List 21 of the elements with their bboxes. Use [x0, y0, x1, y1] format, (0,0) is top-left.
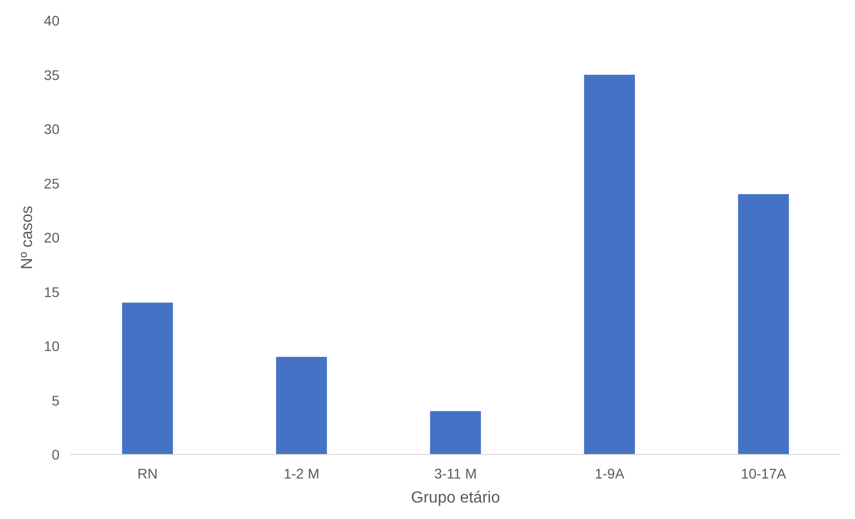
y-tick-label: 10: [44, 338, 60, 354]
y-tick-label: 40: [44, 12, 60, 28]
x-tick-label: 1-9A: [594, 466, 625, 482]
bar: [738, 194, 789, 454]
bar: [276, 356, 327, 454]
x-tick-label: RN: [137, 466, 158, 482]
x-tick-label: 3-11 M: [434, 466, 477, 482]
y-axis-title: Nº casos: [18, 206, 36, 270]
y-tick-label: 5: [52, 392, 60, 408]
x-tick-label: 1-2 M: [284, 466, 320, 482]
y-tick-label: 20: [44, 230, 60, 246]
y-tick-label: 0: [52, 446, 60, 462]
y-tick-label: 30: [44, 121, 60, 137]
x-tick-label: 10-17A: [740, 466, 787, 482]
y-tick-label: 35: [44, 66, 60, 83]
bar: [122, 302, 173, 454]
y-tick-label: 25: [44, 175, 60, 192]
y-tick-label: 15: [44, 284, 60, 300]
bar: [430, 411, 481, 454]
x-axis-title: Grupo etário: [411, 490, 500, 506]
bar: [584, 74, 635, 454]
